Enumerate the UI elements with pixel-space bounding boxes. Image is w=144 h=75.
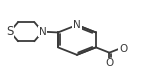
Text: N: N <box>39 27 46 37</box>
Text: N: N <box>73 20 81 30</box>
Text: O: O <box>119 44 127 54</box>
Text: S: S <box>6 25 14 38</box>
Text: O: O <box>105 58 113 68</box>
